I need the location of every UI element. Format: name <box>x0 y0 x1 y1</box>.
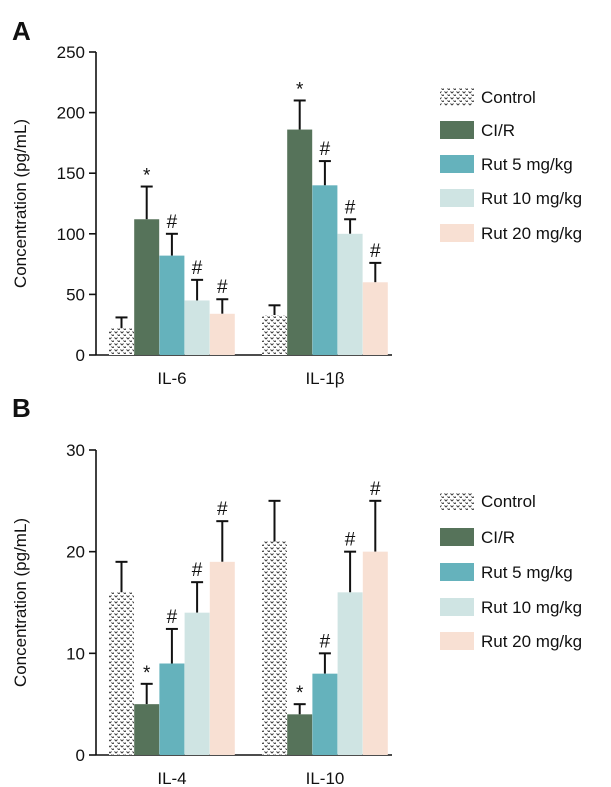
x-category-label: IL-1β <box>305 369 344 388</box>
legend-swatch <box>440 155 474 173</box>
legend-label: Rut 10 mg/kg <box>481 189 582 208</box>
bar-rut-10-mg-kg <box>184 300 210 355</box>
legend-label: CI/R <box>481 121 515 140</box>
bar-ci-r <box>287 129 313 355</box>
y-tick-label: 50 <box>66 285 85 304</box>
significance-hash: # <box>192 258 203 279</box>
legend-swatch <box>440 632 474 650</box>
bar-ci-r <box>287 714 313 755</box>
legend-label: Rut 20 mg/kg <box>481 224 582 243</box>
bar-control <box>262 315 287 355</box>
y-tick-label: 30 <box>66 441 85 460</box>
significance-hash: # <box>217 277 228 298</box>
x-category-label: IL-6 <box>157 369 186 388</box>
significance-hash: # <box>320 631 331 652</box>
y-tick-label: 0 <box>76 346 85 365</box>
bar-control <box>109 592 134 755</box>
bar-control <box>262 541 287 755</box>
bar-rut-5-mg-kg <box>159 663 185 755</box>
y-tick-label: 200 <box>57 104 85 123</box>
legend-swatch <box>440 121 474 139</box>
y-tick-label: 20 <box>66 543 85 562</box>
x-category-label: IL-10 <box>306 769 345 787</box>
x-category-label: IL-4 <box>157 769 186 787</box>
legend-label: Control <box>481 88 536 107</box>
y-tick-label: 10 <box>66 644 85 663</box>
significance-asterisk: * <box>296 683 304 704</box>
legend-label: Rut 5 mg/kg <box>481 563 573 582</box>
significance-hash: # <box>345 197 356 218</box>
y-tick-label: 0 <box>76 746 85 765</box>
legend-label: Control <box>481 492 536 511</box>
bar-rut-10-mg-kg <box>337 592 363 755</box>
legend-swatch <box>440 528 474 546</box>
y-axis-title: Concentration (pg/mL) <box>11 518 30 687</box>
bar-rut-20-mg-kg <box>362 551 388 755</box>
y-tick-label: 150 <box>57 164 85 183</box>
significance-hash: # <box>217 499 228 520</box>
significance-asterisk: * <box>143 166 151 187</box>
legend-swatch <box>440 189 474 207</box>
bar-rut-20-mg-kg <box>209 313 235 355</box>
bar-rut-5-mg-kg <box>312 673 338 755</box>
significance-hash: # <box>167 607 178 628</box>
bar-control <box>109 328 134 355</box>
significance-hash: # <box>370 241 381 262</box>
legend-swatch <box>440 224 474 242</box>
panel-label: A <box>12 16 31 46</box>
legend-swatch <box>440 492 474 510</box>
legend-swatch <box>440 598 474 616</box>
significance-hash: # <box>345 530 356 551</box>
bar-rut-5-mg-kg <box>312 185 338 355</box>
bar-rut-10-mg-kg <box>184 612 210 755</box>
bar-ci-r <box>134 704 160 755</box>
bar-rut-20-mg-kg <box>362 282 388 355</box>
legend-label: Rut 5 mg/kg <box>481 155 573 174</box>
y-tick-label: 100 <box>57 225 85 244</box>
significance-hash: # <box>320 139 331 160</box>
legend-label: CI/R <box>481 528 515 547</box>
bar-rut-20-mg-kg <box>209 561 235 755</box>
bar-ci-r <box>134 219 160 355</box>
significance-asterisk: * <box>296 79 304 100</box>
significance-hash: # <box>192 560 203 581</box>
bar-rut-5-mg-kg <box>159 255 185 355</box>
significance-asterisk: * <box>143 663 151 684</box>
bar-rut-10-mg-kg <box>337 233 363 355</box>
legend-swatch <box>440 563 474 581</box>
y-axis-title: Concentration (pg/mL) <box>11 119 30 288</box>
y-tick-label: 250 <box>57 43 85 62</box>
significance-hash: # <box>370 479 381 500</box>
legend-label: Rut 10 mg/kg <box>481 598 582 617</box>
legend-label: Rut 20 mg/kg <box>481 632 582 651</box>
panel-label: B <box>12 393 31 423</box>
significance-hash: # <box>167 212 178 233</box>
legend-swatch <box>440 88 474 106</box>
